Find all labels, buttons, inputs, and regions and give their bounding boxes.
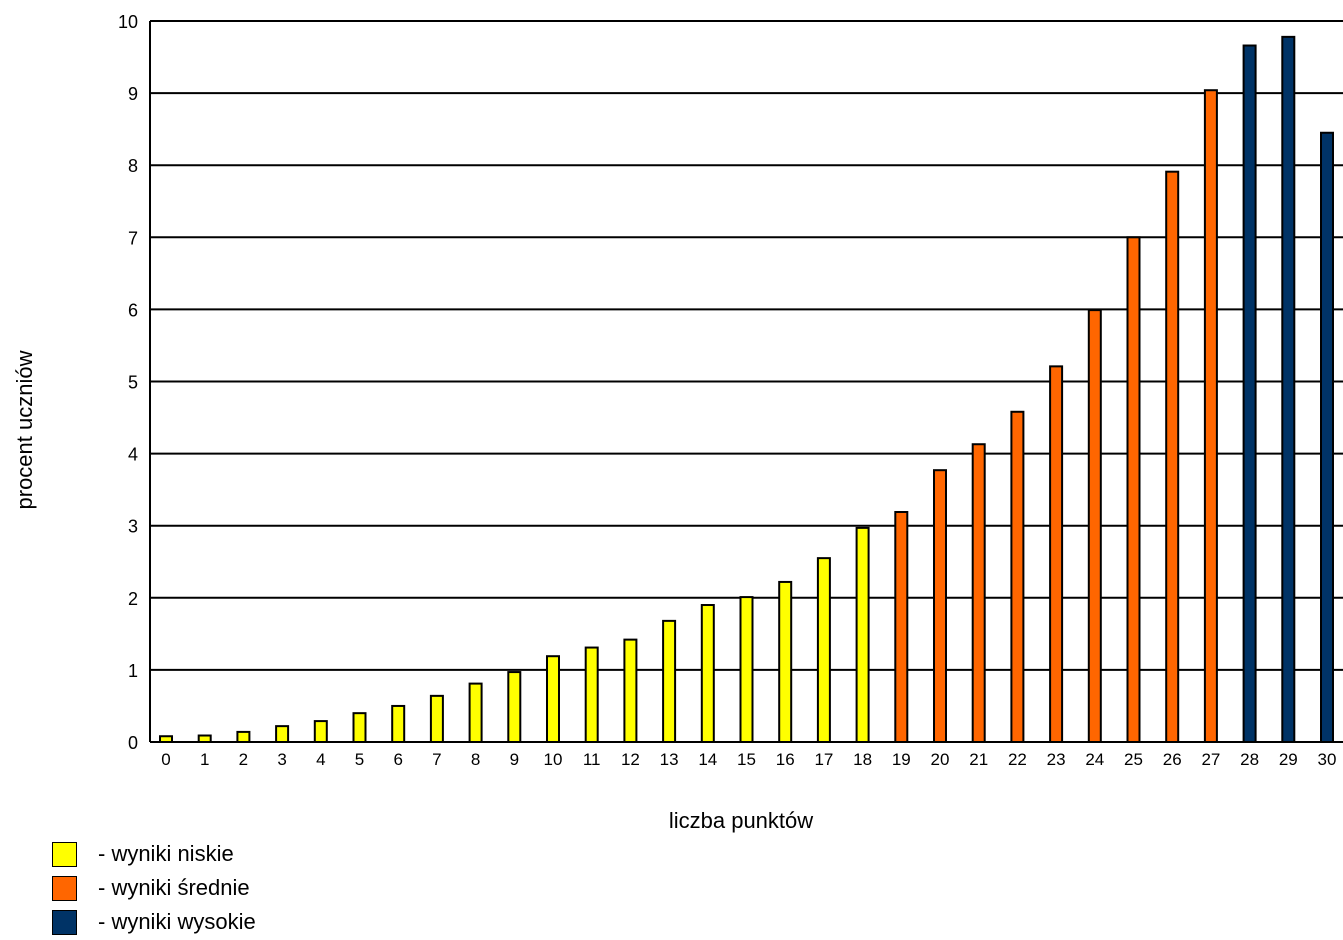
bar: [1126, 236, 1141, 744]
bar: [159, 735, 173, 743]
bar: [662, 619, 677, 744]
x-tick-label: 25: [1124, 750, 1143, 769]
x-tick-label: 3: [277, 750, 286, 769]
y-tick-labels: 0 1 2 3 4 5 6 7 8 9 10: [118, 12, 138, 753]
bar: [1281, 35, 1296, 743]
bar: [933, 469, 947, 743]
bar: [1049, 365, 1064, 743]
legend: - wyniki niskie - wyniki średnie - wynik…: [52, 838, 452, 940]
bar: [816, 557, 831, 744]
bar: [275, 725, 290, 743]
gridlines: [149, 20, 1343, 743]
bar: [546, 655, 560, 743]
y-tick-label: 0: [128, 733, 138, 753]
x-tick-label: 13: [660, 750, 679, 769]
x-tick-label: 1: [200, 750, 209, 769]
y-tick-label: 9: [128, 84, 138, 104]
bar: [623, 638, 638, 743]
x-tick-label: 7: [432, 750, 441, 769]
x-tick-label: 5: [355, 750, 364, 769]
bar: [584, 646, 599, 744]
x-tick-label: 17: [814, 750, 833, 769]
y-axis-title: procent uczniów: [12, 350, 37, 509]
y-tick-label: 7: [128, 228, 138, 248]
bar: [429, 694, 444, 744]
x-tick-label: 8: [471, 750, 480, 769]
y-tick-label: 8: [128, 156, 138, 176]
y-tick-label: 5: [128, 373, 138, 393]
x-tick-label: 26: [1163, 750, 1182, 769]
legend-item-low: - wyniki niskie: [52, 838, 452, 872]
bar: [971, 443, 986, 743]
bar: [468, 682, 483, 743]
x-tick-label: 10: [544, 750, 563, 769]
x-tick-label: 9: [510, 750, 519, 769]
y-tick-label: 3: [128, 517, 138, 537]
bar: [236, 730, 251, 744]
bar: [1087, 309, 1102, 743]
y-tick-label: 2: [128, 589, 138, 609]
x-tick-label: 15: [737, 750, 756, 769]
x-tick-label: 22: [1008, 750, 1027, 769]
x-tick-label: 2: [239, 750, 248, 769]
y-tick-label: 10: [118, 12, 138, 32]
x-tick-label: 27: [1201, 750, 1220, 769]
bar: [197, 734, 212, 743]
y-tick-label: 6: [128, 300, 138, 320]
x-axis-title: liczba punktów: [669, 808, 813, 833]
x-tick-label: 21: [969, 750, 988, 769]
bar: [391, 704, 406, 744]
x-tick-label: 14: [698, 750, 717, 769]
x-tick-label: 30: [1318, 750, 1337, 769]
bars: [159, 35, 1334, 744]
x-tick-label: 23: [1047, 750, 1066, 769]
bar: [739, 596, 754, 743]
bar: [1320, 131, 1334, 743]
x-tick-label: 12: [621, 750, 640, 769]
x-tick-label: 16: [776, 750, 795, 769]
legend-swatch-high: [52, 910, 77, 935]
bar: [700, 604, 715, 744]
legend-label-low: - wyniki niskie: [98, 841, 234, 866]
bar: [313, 720, 328, 744]
bar: [1010, 410, 1025, 743]
x-tick-label: 18: [853, 750, 872, 769]
x-tick-labels: 0 1 2 3 4 5 6 7 8 9 10 11 12 13 14 15 16 17 18 19 20 21 22 23 24…: [161, 750, 1336, 769]
bar: [1203, 89, 1218, 743]
bar: [507, 671, 522, 743]
y-tick-label: 4: [128, 445, 138, 465]
x-tick-label: 20: [931, 750, 950, 769]
legend-label-mid: - wyniki średnie: [98, 875, 250, 900]
x-tick-label: 29: [1279, 750, 1298, 769]
x-tick-label: 24: [1085, 750, 1104, 769]
legend-item-mid: - wyniki średnie: [52, 872, 452, 906]
legend-swatch-low: [52, 842, 77, 867]
legend-label-high: - wyniki wysokie: [98, 909, 256, 934]
x-tick-label: 4: [316, 750, 325, 769]
bar: [1165, 170, 1180, 743]
legend-swatch-mid: [52, 876, 77, 901]
bar: [778, 580, 793, 743]
bar: [1242, 44, 1257, 744]
x-tick-label: 0: [161, 750, 170, 769]
x-tick-label: 28: [1240, 750, 1259, 769]
x-tick-label: 11: [583, 750, 601, 769]
bar: [855, 526, 870, 743]
bar: [352, 712, 367, 743]
bar: [894, 511, 909, 743]
y-tick-label: 1: [128, 661, 138, 681]
x-tick-label: 6: [393, 750, 402, 769]
x-tick-label: 19: [892, 750, 911, 769]
legend-item-high: - wyniki wysokie: [52, 906, 452, 940]
